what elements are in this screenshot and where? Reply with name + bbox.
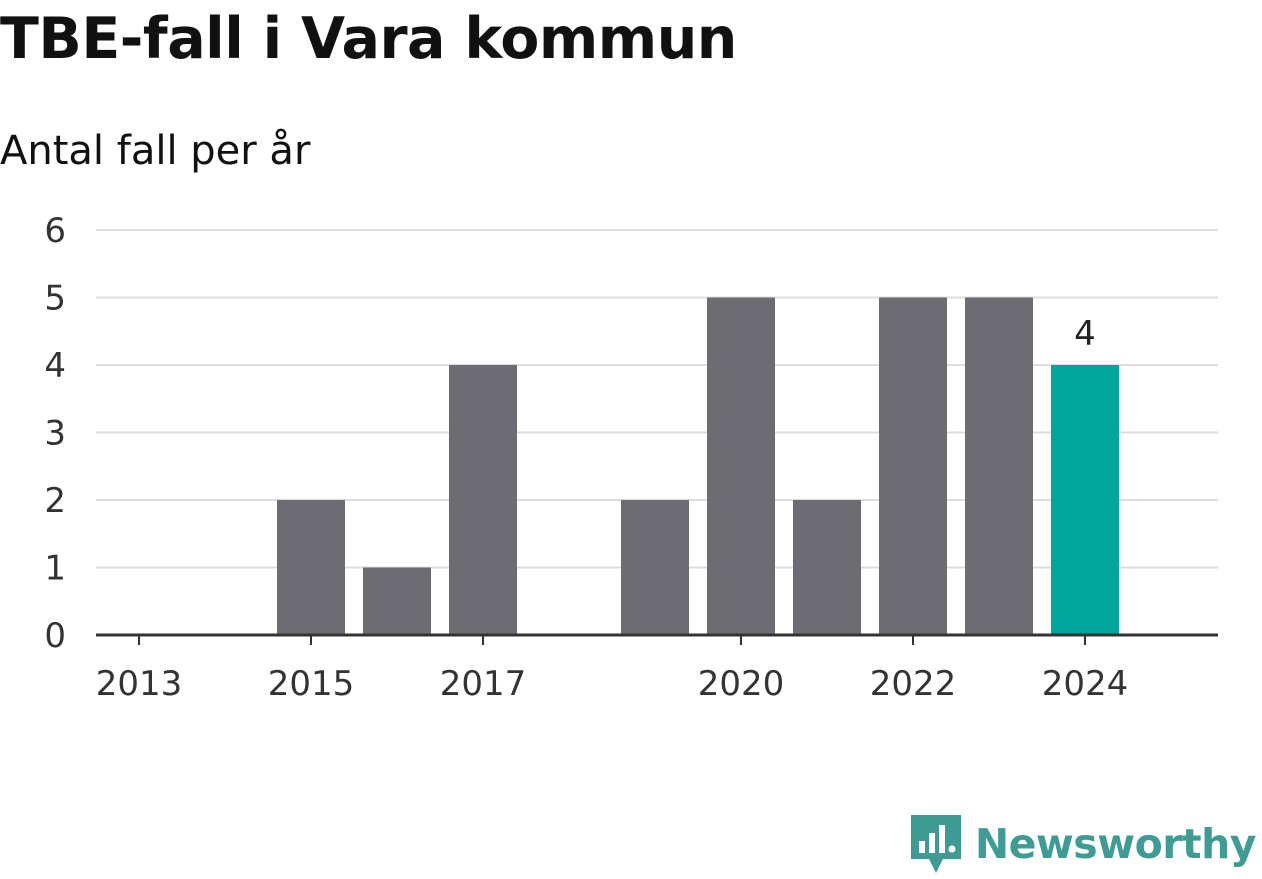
bar-2016 bbox=[363, 567, 431, 635]
chart-subtitle: Antal fall per år bbox=[0, 128, 311, 174]
data-labels: 4 bbox=[1074, 314, 1096, 354]
bar-2023 bbox=[965, 297, 1033, 635]
y-tick-label: 4 bbox=[44, 346, 66, 386]
x-tick-label: 2020 bbox=[698, 664, 785, 704]
y-tick-label: 0 bbox=[44, 616, 66, 656]
bar-2021 bbox=[793, 500, 861, 635]
y-tick-label: 3 bbox=[44, 414, 66, 454]
y-tick-label: 1 bbox=[44, 549, 66, 589]
newsworthy-logo-icon bbox=[910, 815, 961, 873]
x-tick-label: 2024 bbox=[1042, 664, 1129, 704]
x-tick-label: 2013 bbox=[96, 664, 183, 704]
bar-2020 bbox=[707, 297, 775, 635]
bars bbox=[277, 297, 1119, 635]
chart-title: TBE-fall i Vara kommun bbox=[0, 6, 737, 72]
brand-name: Newsworthy bbox=[974, 820, 1257, 868]
bar-2017 bbox=[449, 365, 517, 635]
bar-2015 bbox=[277, 500, 345, 635]
y-tick-label: 2 bbox=[44, 481, 66, 521]
bar-chart: 0 1 2 3 4 5 6 2013 2015 2017 2020 2022 2024 4 bbox=[44, 211, 1218, 704]
x-tick-label: 2022 bbox=[870, 664, 957, 704]
x-tick-label: 2015 bbox=[268, 664, 355, 704]
newsworthy-brand: Newsworthy bbox=[910, 815, 1257, 873]
bar-2022 bbox=[879, 297, 947, 635]
y-axis-ticks: 0 1 2 3 4 5 6 bbox=[44, 211, 66, 656]
x-tick-label: 2017 bbox=[440, 664, 527, 704]
bar-2019 bbox=[621, 500, 689, 635]
bar-2024 bbox=[1051, 365, 1119, 635]
x-axis-ticks: 2013 2015 2017 2020 2022 2024 bbox=[96, 635, 1129, 704]
data-label-2024: 4 bbox=[1074, 314, 1096, 354]
y-tick-label: 5 bbox=[44, 279, 66, 319]
y-tick-label: 6 bbox=[44, 211, 66, 251]
